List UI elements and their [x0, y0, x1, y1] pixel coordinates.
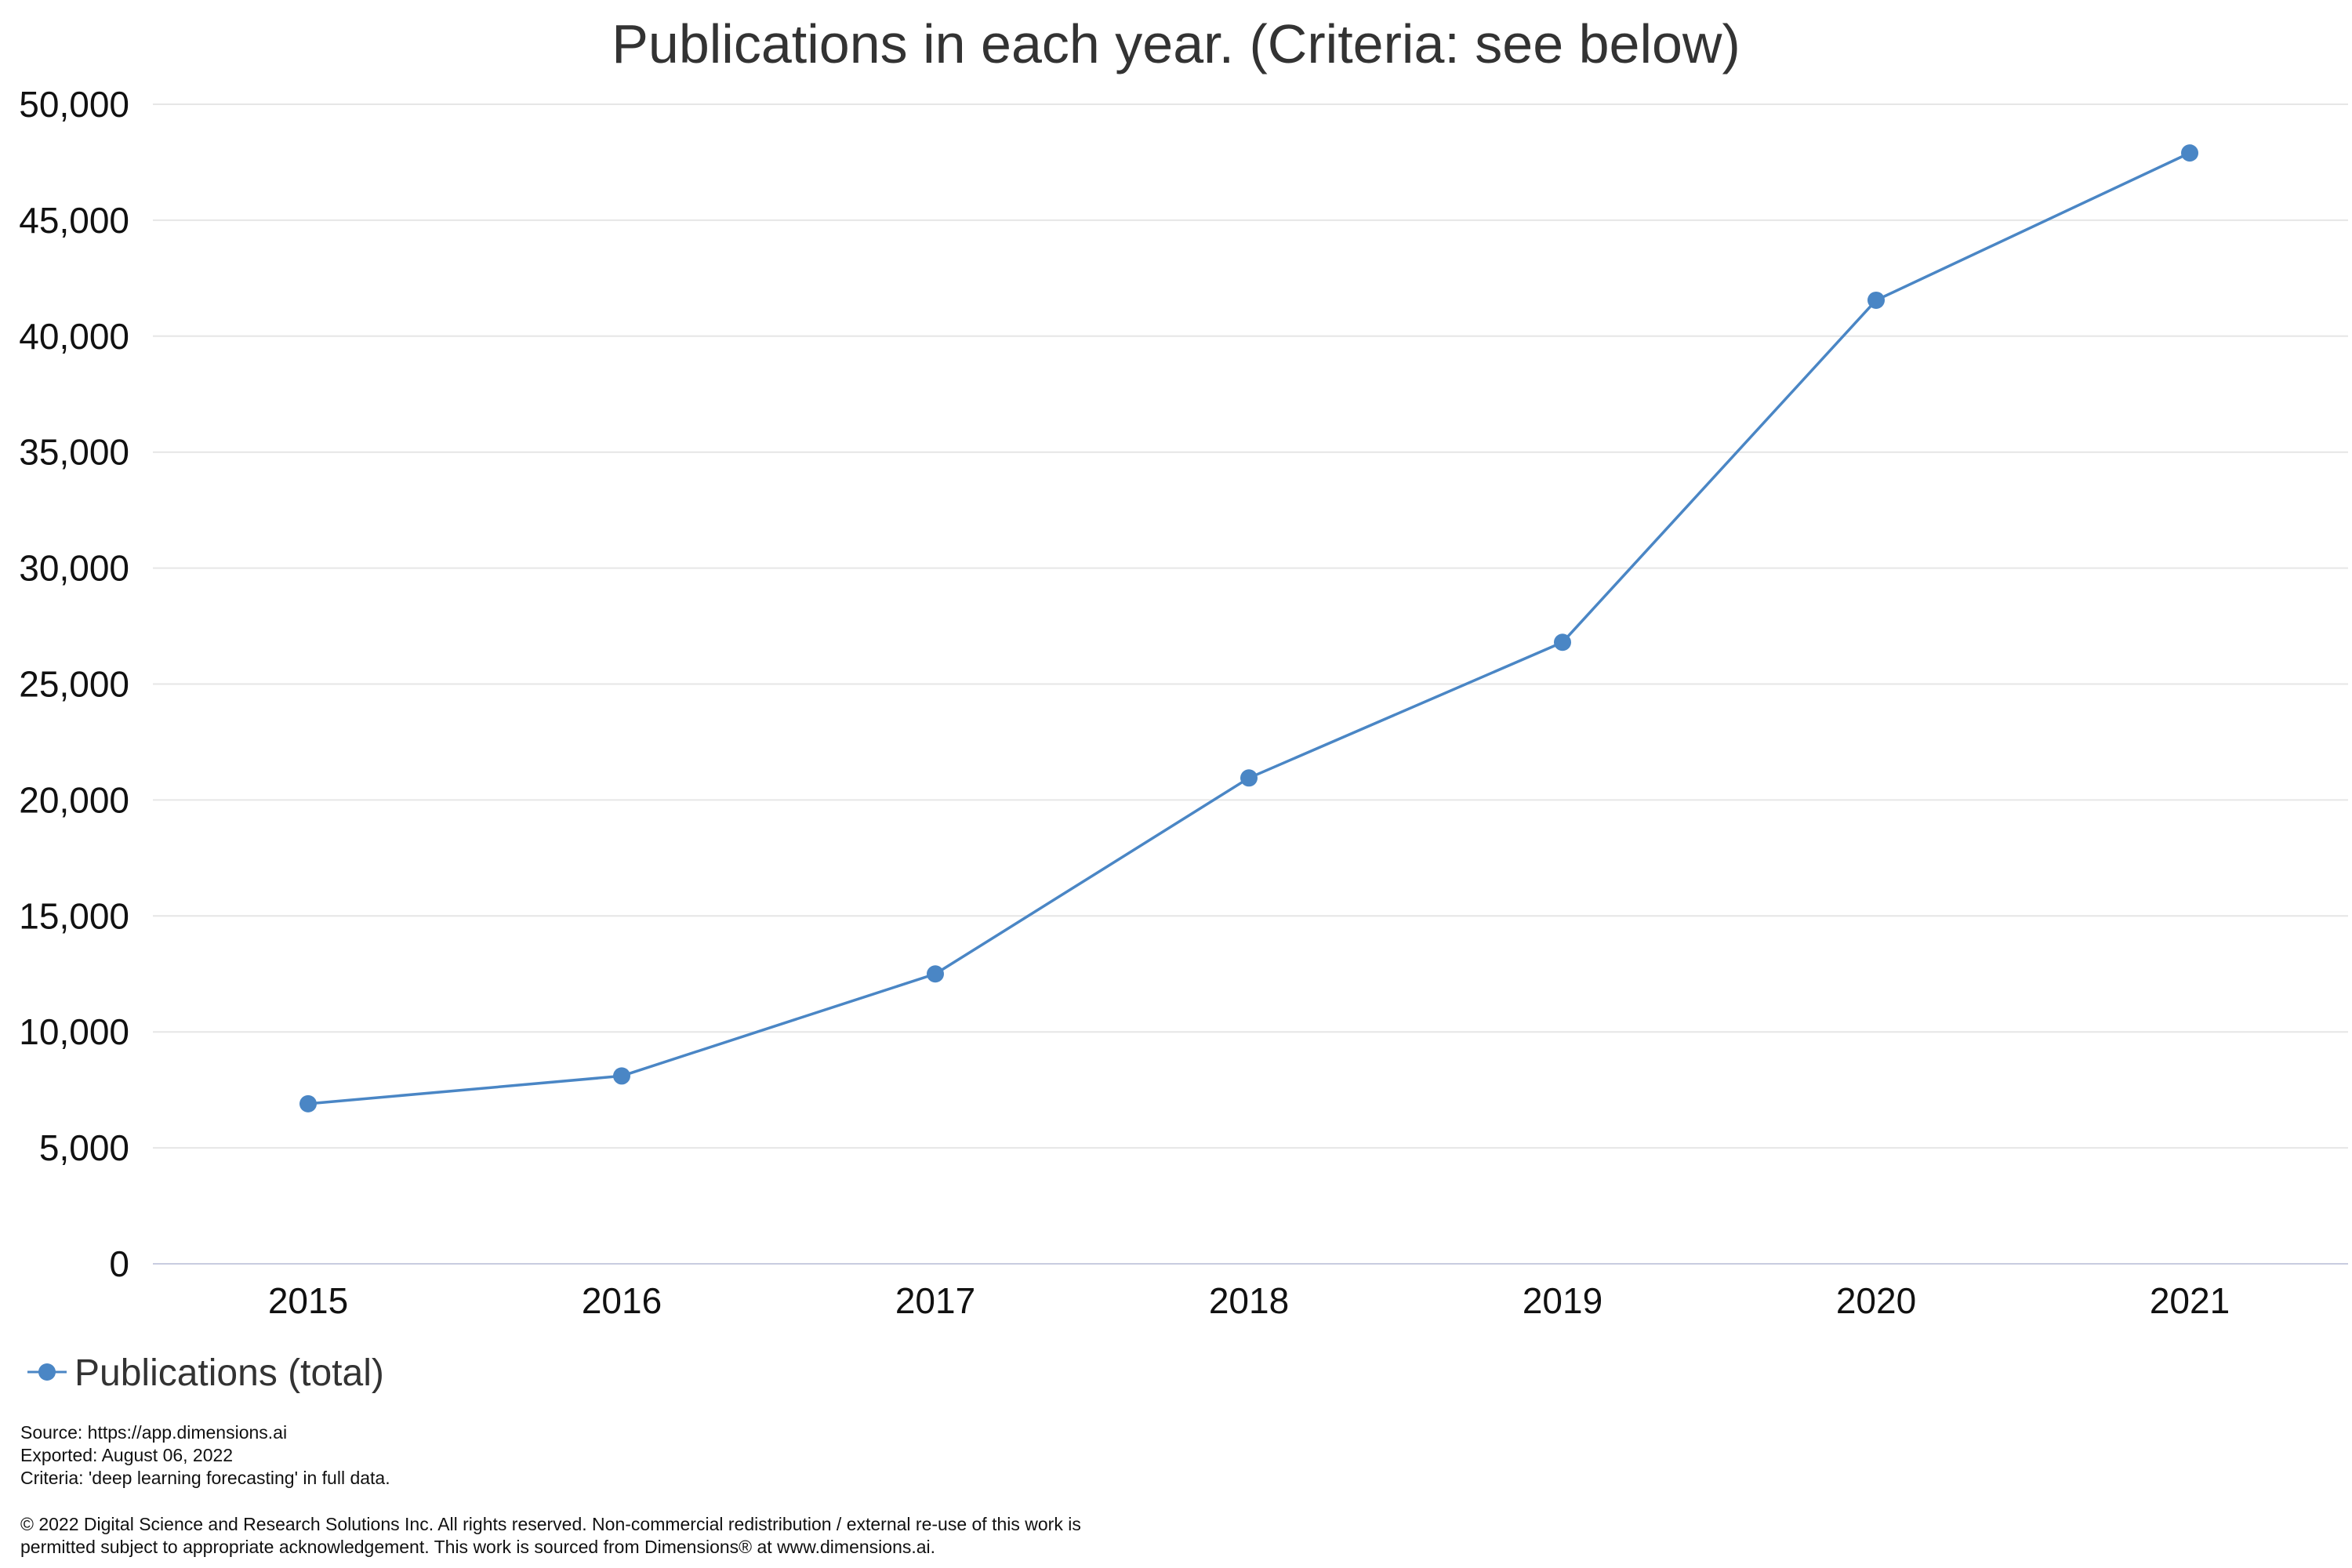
y-tick-label: 25,000 — [19, 664, 129, 705]
grid-lines — [153, 103, 2348, 1149]
y-tick-label: 10,000 — [19, 1011, 129, 1052]
x-tick-label: 2019 — [1523, 1280, 1602, 1321]
series-line — [307, 151, 2190, 1105]
footer-source: Source: https://app.dimensions.ai — [20, 1422, 287, 1443]
data-point[interactable] — [2181, 144, 2198, 162]
y-tick-label: 30,000 — [19, 548, 129, 589]
footer-copyright-line-2: permitted subject to appropriate acknowl… — [20, 1537, 935, 1557]
chart-title: Publications in each year. (Criteria: se… — [612, 13, 1740, 74]
data-point[interactable] — [613, 1067, 630, 1085]
x-tick-label: 2016 — [582, 1280, 662, 1321]
series-publications-total — [299, 144, 2198, 1112]
legend-dot-marker — [38, 1363, 56, 1381]
y-tick-label: 40,000 — [19, 316, 129, 357]
data-point[interactable] — [927, 965, 944, 983]
y-tick-label: 35,000 — [19, 432, 129, 473]
legend-label: Publications (total) — [74, 1352, 384, 1394]
y-tick-label: 45,000 — [19, 200, 129, 241]
y-tick-label: 50,000 — [19, 84, 129, 125]
x-tick-label: 2020 — [1836, 1280, 1916, 1321]
y-axis-tick-labels: 0 5,000 10,000 15,000 20,000 25,000 30,000 35,0… — [19, 84, 129, 1284]
data-point[interactable] — [1554, 633, 1571, 652]
x-tick-label: 2021 — [2150, 1280, 2230, 1321]
legend[interactable]: Publications (total) — [27, 1352, 384, 1394]
y-tick-label: 15,000 — [19, 895, 129, 936]
y-tick-label: 0 — [109, 1243, 129, 1284]
x-axis-tick-labels: 2015 2016 2017 2018 2019 2020 2021 — [268, 1280, 2230, 1321]
footer-notes: Source: https://app.dimensions.ai Export… — [20, 1422, 1081, 1557]
footer-criteria: Criteria: 'deep learning forecasting' in… — [20, 1468, 390, 1488]
x-tick-label: 2017 — [895, 1280, 975, 1321]
y-tick-label: 20,000 — [19, 779, 129, 820]
data-point[interactable] — [1867, 291, 1885, 309]
footer-exported: Exported: August 06, 2022 — [20, 1445, 233, 1465]
data-point[interactable] — [1240, 769, 1258, 787]
x-tick-label: 2018 — [1209, 1280, 1289, 1321]
footer-copyright-line-1: © 2022 Digital Science and Research Solu… — [20, 1514, 1081, 1534]
data-point[interactable] — [299, 1094, 317, 1112]
x-tick-label: 2015 — [268, 1280, 348, 1321]
y-tick-label: 5,000 — [39, 1127, 129, 1168]
